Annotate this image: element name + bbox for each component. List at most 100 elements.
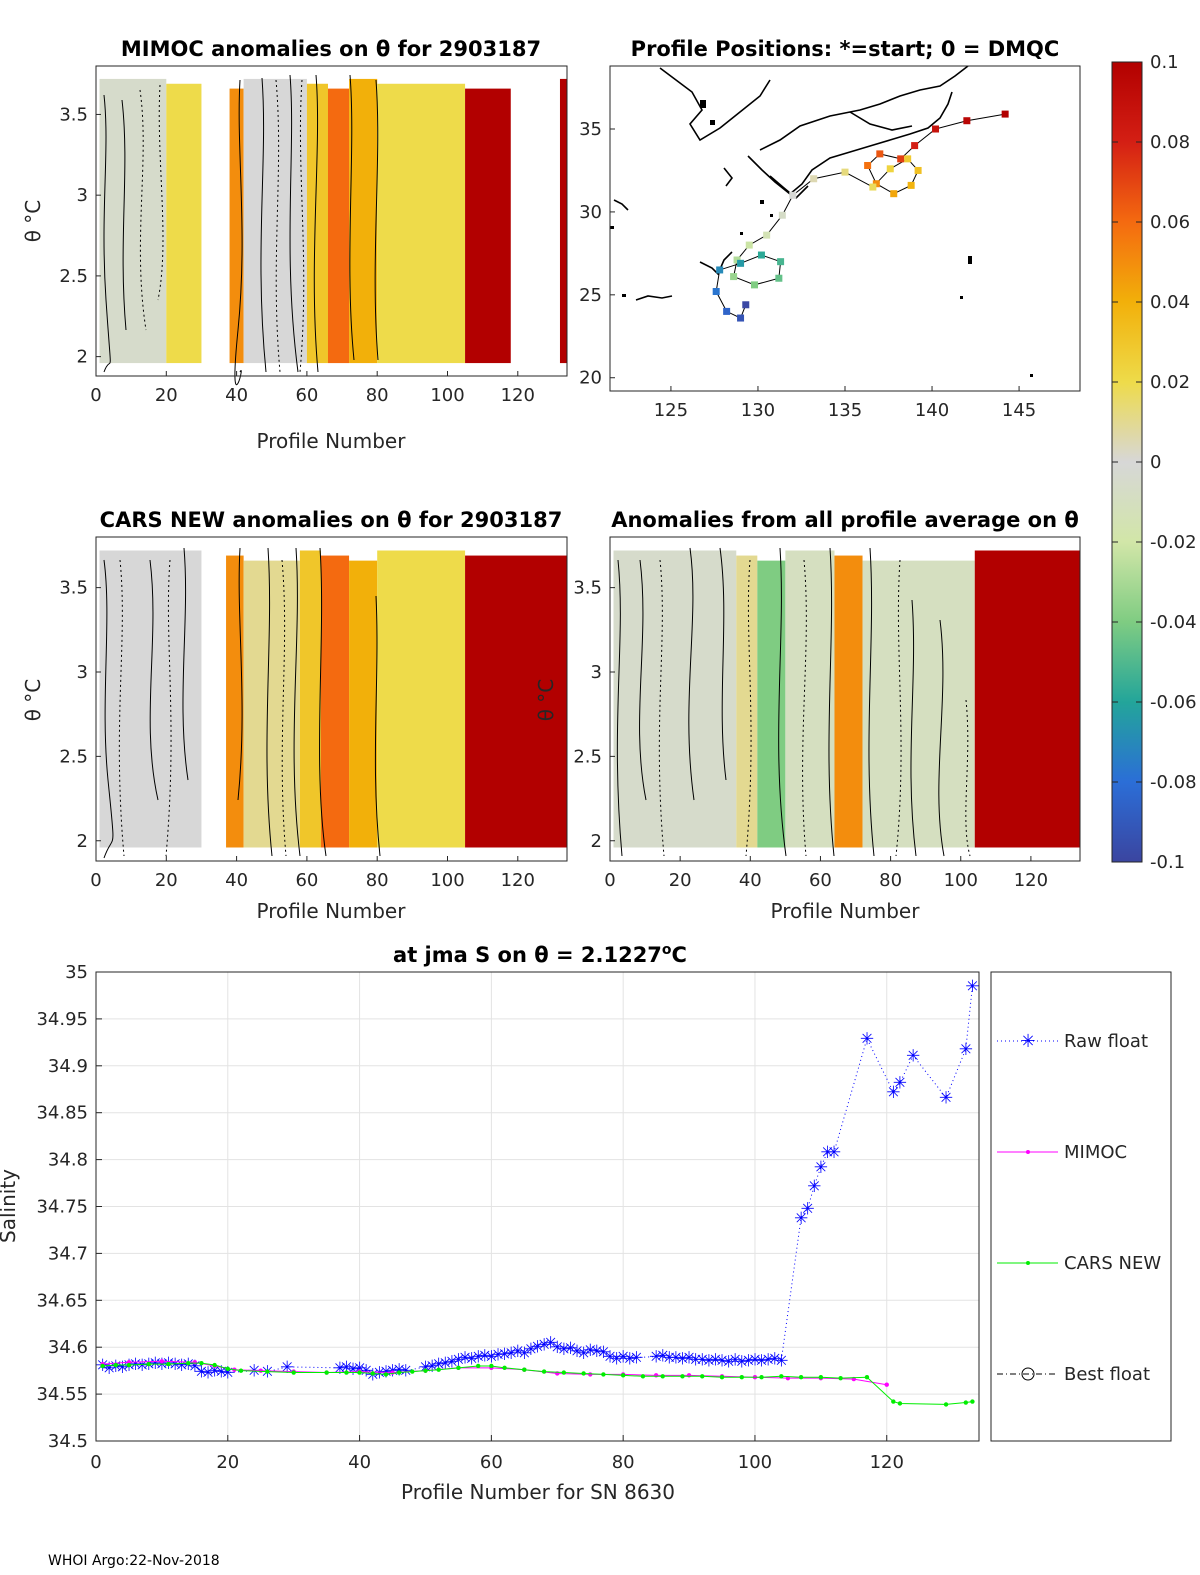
mimoc-xlabel: Profile Number <box>257 429 407 453</box>
raw-float-point: ✳ <box>590 1342 604 1362</box>
data-point-cars-new <box>838 1375 843 1381</box>
profile-position-marker <box>897 155 905 163</box>
raw-float-point: ✳ <box>656 1347 670 1367</box>
x-tick-label: 40 <box>225 385 248 406</box>
raw-float-point: ✳ <box>425 1357 439 1377</box>
data-point-cars-new <box>660 1374 665 1379</box>
y-tick-label: 34.75 <box>36 1197 88 1218</box>
salinity-panel: at jma S on θ = 2.1227oC ✳✳✳✳✳✳✳✳✳✳✳✳✳✳ ✳… <box>0 942 1172 1504</box>
profile-position-marker <box>1001 110 1009 118</box>
cars-xlabel: Profile Number <box>257 899 407 923</box>
mimoc-heatmap <box>99 78 567 364</box>
x-tick-label: 80 <box>366 385 389 406</box>
heatmap-cell <box>613 550 737 848</box>
heatmap-cell <box>736 555 758 848</box>
cars-dotted-contours <box>118 559 287 857</box>
colorbar-tick-label: -0.1 <box>1150 852 1185 873</box>
data-point-cars-new <box>640 1374 646 1379</box>
raw-float-point: ✳ <box>886 1083 900 1103</box>
x-tick-label: 130 <box>741 400 775 421</box>
raw-float-point: ✳ <box>623 1349 637 1369</box>
data-point-cars-new <box>970 1399 975 1404</box>
y-tick-label: 34.55 <box>36 1384 88 1405</box>
legend-cars-label: CARS NEW <box>1064 1253 1161 1274</box>
raw-float-point: ✳ <box>965 977 979 997</box>
heatmap-cell <box>559 78 567 364</box>
mimoc-axes: 0 20 40 60 80 100 120 2 2.5 3 3.5 <box>59 104 535 406</box>
raw-float-point: ✳ <box>175 1356 189 1376</box>
raw-float-point: ✳ <box>168 1355 182 1375</box>
data-point-cars-new <box>423 1368 428 1373</box>
heatmap-cell <box>377 550 466 848</box>
average-anomaly-panel: Anomalies from all profile average on θ … <box>534 508 1081 923</box>
heatmap-cell <box>243 560 300 848</box>
raw-float-point: ✳ <box>464 1349 478 1369</box>
y-tick-label: 34.85 <box>36 1103 88 1124</box>
cars-heatmap <box>99 550 567 848</box>
raw-float-point: ✳ <box>708 1350 722 1370</box>
cars-ylabel: θ °C <box>21 679 45 722</box>
data-point-cars-new <box>818 1375 824 1380</box>
y-tick-label: 30 <box>579 202 602 223</box>
salinity-title: at jma S on θ = 2.1227oC <box>393 942 687 967</box>
raw-float-point: ✳ <box>524 1340 538 1360</box>
data-point-cars-new <box>601 1372 606 1377</box>
legend-best-label: Best float <box>1064 1364 1150 1385</box>
y-tick-label: 2 <box>77 831 88 852</box>
heatmap-cell <box>862 560 975 848</box>
x-tick-label: 120 <box>870 1452 904 1473</box>
data-point-cars-new <box>963 1400 969 1405</box>
raw-float-point: ✳ <box>135 1356 149 1376</box>
data-point-cars-new <box>324 1370 329 1375</box>
profile-position-marker <box>963 117 971 125</box>
x-tick-label: 40 <box>348 1452 371 1473</box>
raw-float-point: ✳ <box>807 1177 821 1197</box>
x-tick-label: 60 <box>480 1452 503 1473</box>
legend-cars-new: CARS NEW <box>997 1253 1161 1274</box>
salinity-legend: ✳ Raw float MIMOC CARS NEW Best float <box>990 971 1172 1442</box>
data-point-mimoc <box>653 1373 659 1378</box>
float-track <box>712 110 1009 322</box>
salinity-title-unit: C <box>672 943 687 967</box>
colorbar-tick-label: -0.02 <box>1150 532 1197 553</box>
data-point-cars-new <box>199 1360 204 1366</box>
raw-float-point: ✳ <box>721 1352 735 1372</box>
profile-position-marker <box>841 168 849 176</box>
data-point-cars-new <box>456 1365 461 1371</box>
salinity-ylabel: Salinity <box>0 1169 20 1243</box>
raw-float-point: ✳ <box>820 1143 834 1163</box>
data-point-cars-new <box>680 1374 685 1379</box>
heatmap-cell <box>99 78 167 364</box>
x-tick-label: 20 <box>155 385 178 406</box>
raw-float-point: ✳ <box>537 1335 551 1355</box>
y-tick-label: 34.9 <box>48 1056 88 1077</box>
y-tick-label: 34.65 <box>36 1290 88 1311</box>
raw-float-point: ✳ <box>649 1348 663 1368</box>
data-point-cars-new <box>383 1372 389 1377</box>
cars-anomaly-panel: CARS NEW anomalies on θ for 2903187 0 20 4… <box>21 508 568 923</box>
colorbar-tick-label: 0.1 <box>1150 52 1179 73</box>
x-tick-label: 80 <box>612 1452 635 1473</box>
mimoc-title: MIMOC anomalies on θ for 2903187 <box>121 37 541 61</box>
data-point-cars-new <box>357 1370 362 1375</box>
data-point-cars-new <box>291 1370 296 1375</box>
data-point-cars-new <box>759 1375 764 1380</box>
legend-box <box>990 971 1172 1442</box>
profile-position-marker <box>777 258 785 266</box>
raw-float-point: ✳ <box>201 1364 215 1384</box>
avg-axes-box <box>609 536 1081 862</box>
heatmap-cell <box>226 555 244 848</box>
y-tick-label: 35 <box>65 962 88 983</box>
raw-float-point: ✳ <box>346 1360 360 1380</box>
y-tick-label: 3.5 <box>573 578 602 599</box>
raw-float-point: ✳ <box>352 1359 366 1379</box>
cars-contours <box>103 547 381 859</box>
raw-float-point: ✳ <box>827 1143 841 1163</box>
raw-float-point: ✳ <box>603 1348 617 1368</box>
raw-float-point: ✳ <box>557 1340 571 1360</box>
x-tick-label: 100 <box>430 385 464 406</box>
x-tick-label: 120 <box>501 385 535 406</box>
colorbar-ticks: 0.1 0.08 0.06 0.04 0.02 0 -0.02 -0.04 -0.06 -0.08… <box>1112 52 1197 873</box>
profile-position-marker <box>907 181 915 189</box>
